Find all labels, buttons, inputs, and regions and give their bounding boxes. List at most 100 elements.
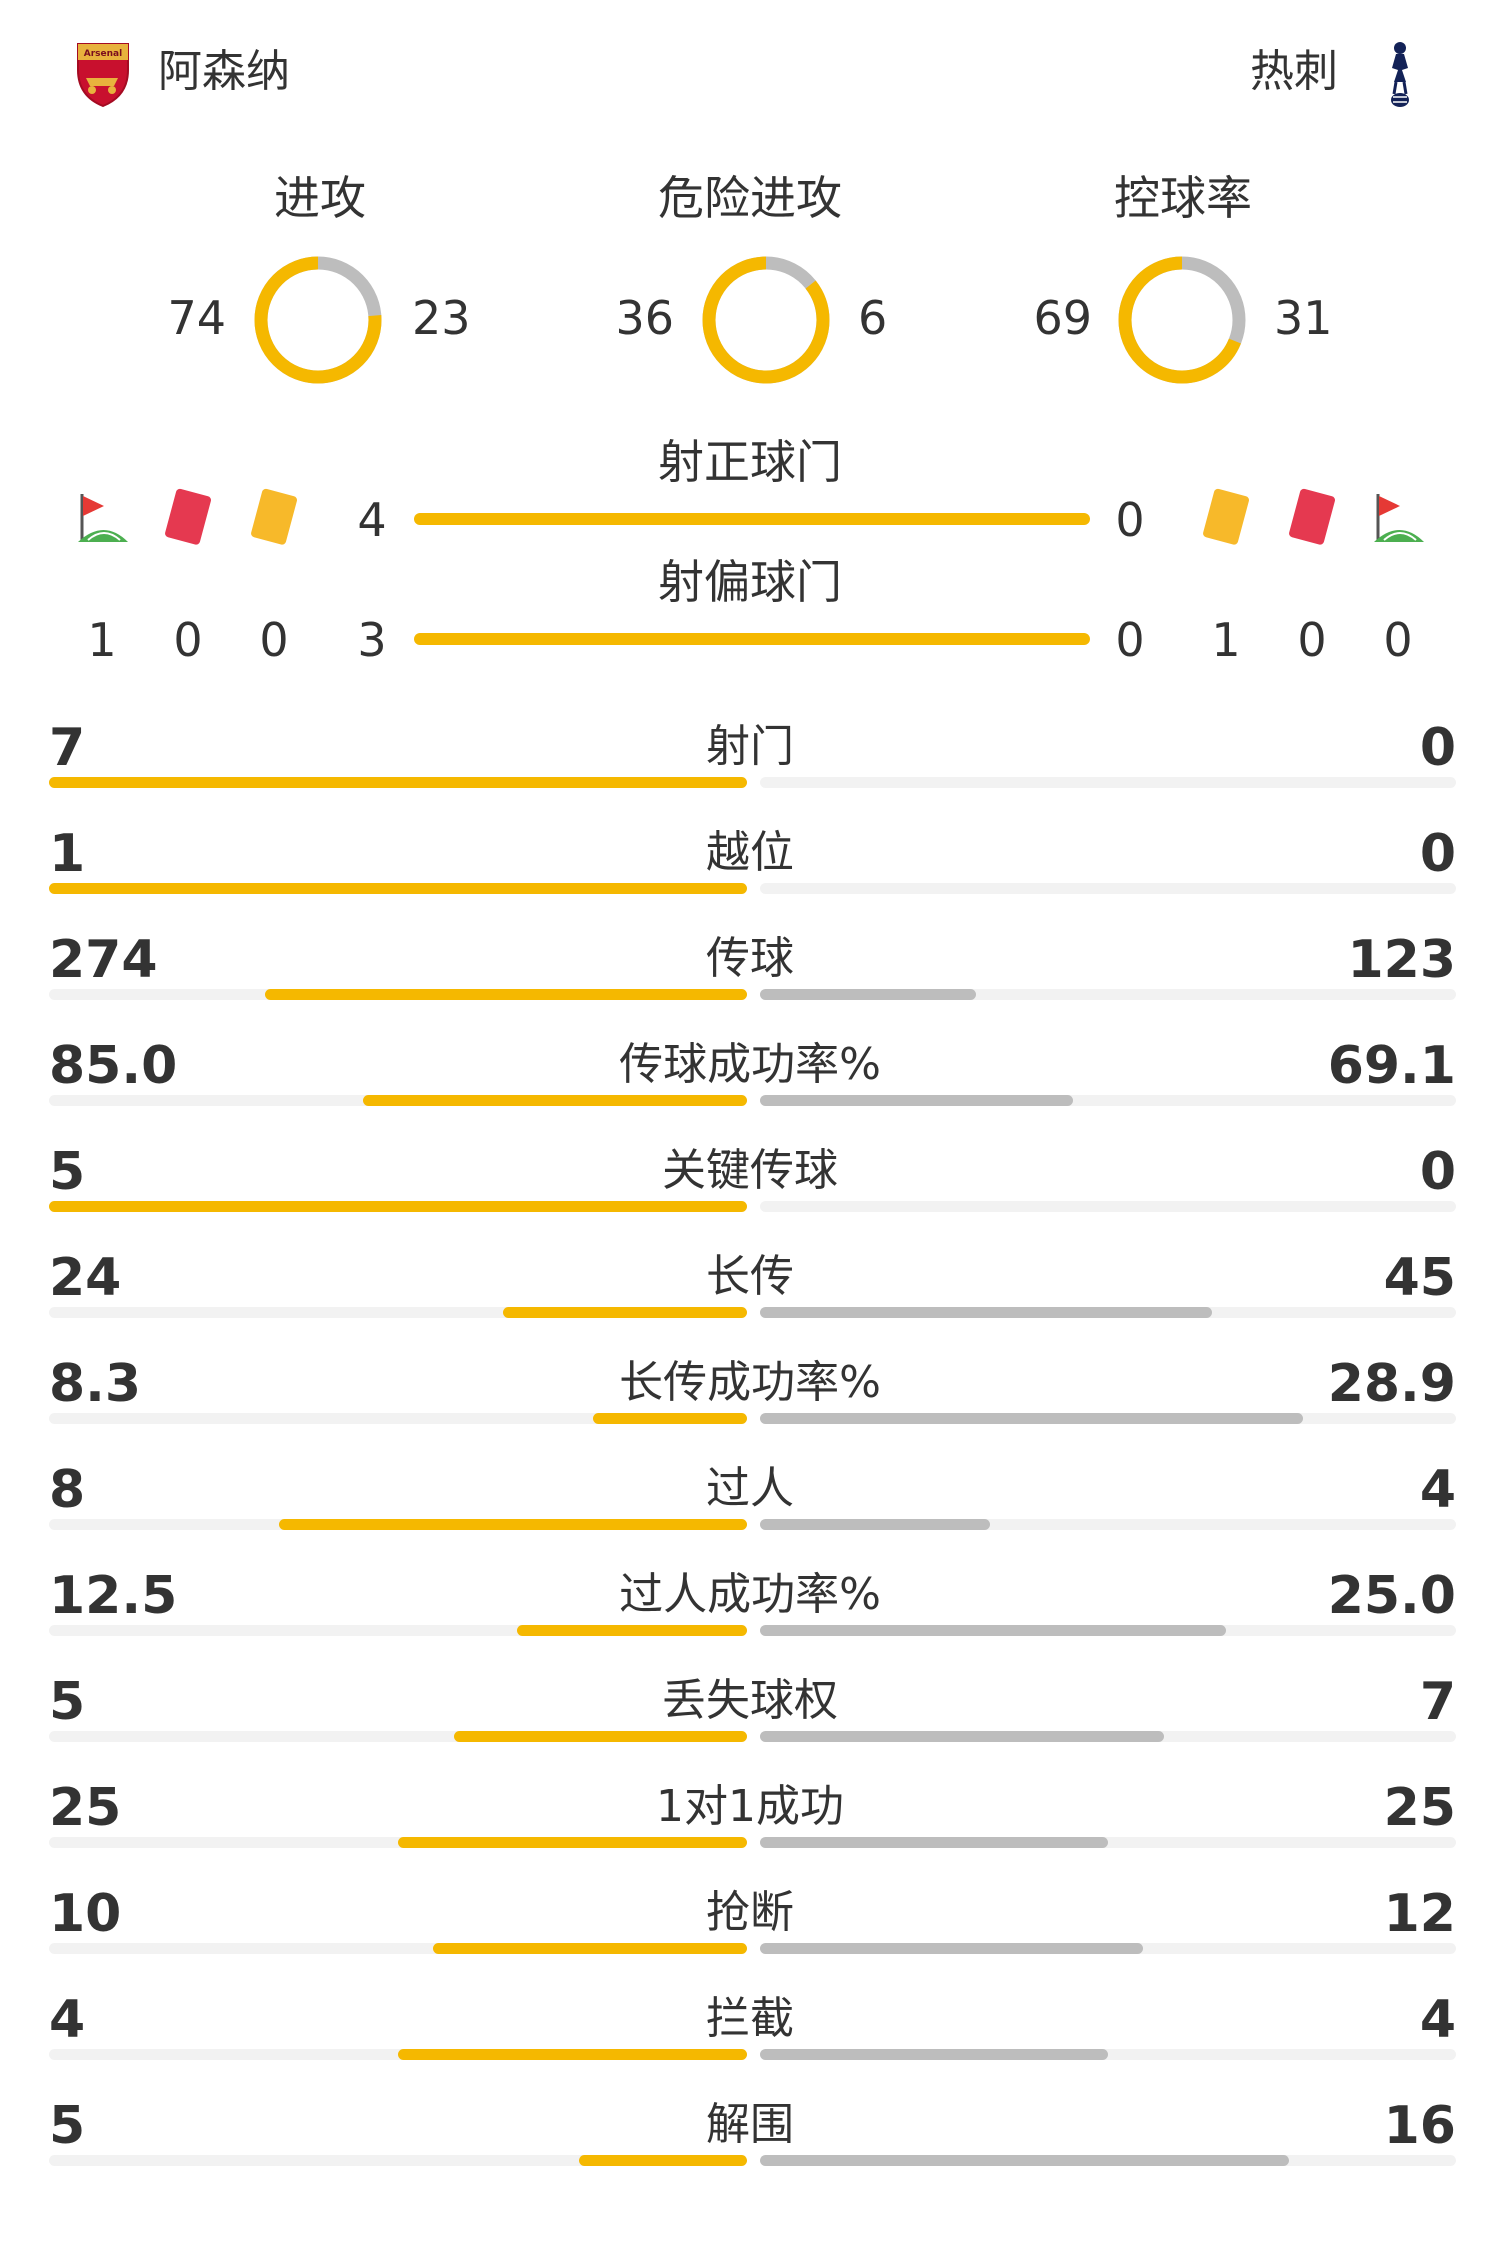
donut-title-possession: 控球率	[1114, 171, 1252, 225]
stat-away-bar	[760, 2155, 1289, 2166]
stat-home-bar	[49, 883, 747, 894]
shots-off-target-label: 射偏球门	[658, 555, 842, 609]
stat-away-value: 45	[1383, 1248, 1456, 1308]
red-card-icon	[165, 488, 211, 545]
stat-label: 关键传球	[662, 1145, 838, 1196]
stat-label: 传球	[706, 933, 794, 984]
stat-home-track	[49, 2155, 747, 2166]
stat-away-value: 0	[1419, 824, 1456, 884]
stat-away-bar	[760, 1519, 990, 1530]
stat-row-passes: 274 传球 123	[0, 916, 1500, 1022]
shots-on-target-bar	[414, 513, 1090, 525]
stat-row-dribble-success: 12.5 过人成功率% 25.0	[0, 1552, 1500, 1658]
stat-row-possession-lost: 5 丢失球权 7	[0, 1658, 1500, 1764]
stat-home-value: 10	[49, 1884, 122, 1944]
stat-home-track	[49, 1625, 747, 1636]
stat-away-bar	[760, 2049, 1108, 2060]
stat-away-value: 12	[1383, 1884, 1456, 1944]
stat-label: 越位	[706, 827, 794, 878]
stat-home-value: 1	[49, 824, 86, 884]
donut-home-value: 69	[1033, 291, 1092, 345]
red-card-icon	[1289, 488, 1335, 545]
stat-home-value: 24	[49, 1248, 122, 1308]
stat-row-clearances: 5 解围 16	[0, 2082, 1500, 2188]
stat-label: 过人成功率%	[619, 1569, 881, 1620]
stat-away-track	[760, 1413, 1456, 1424]
stat-away-value: 7	[1419, 1672, 1456, 1732]
stat-row-shots: 7 射门 0	[0, 704, 1500, 810]
donut-away-value: 23	[412, 291, 471, 345]
stat-label: 传球成功率%	[619, 1039, 881, 1090]
stat-away-track	[760, 2155, 1456, 2166]
donut-away-value: 31	[1274, 291, 1333, 345]
donut-home-segment	[1118, 256, 1246, 384]
stat-away-bar	[760, 1307, 1213, 1318]
stat-home-value: 274	[49, 930, 158, 990]
stat-away-track	[760, 777, 1456, 788]
stat-away-track	[760, 1625, 1456, 1636]
stat-home-bar	[398, 2049, 747, 2060]
stat-away-value: 28.9	[1327, 1354, 1456, 1414]
donut-title-attack: 进攻	[274, 171, 366, 225]
shots-off-target-home: 3	[357, 613, 387, 667]
stat-away-value: 16	[1383, 2096, 1456, 2156]
yellow-card-icon	[251, 488, 297, 545]
stat-home-value: 12.5	[49, 1566, 178, 1626]
yellow-card-icon	[1203, 488, 1249, 545]
donut-home-value: 36	[615, 291, 674, 345]
away-red-cards-count: 0	[1297, 613, 1327, 667]
stat-home-track	[49, 2049, 747, 2060]
stat-away-track	[760, 1519, 1456, 1530]
stat-away-value: 4	[1419, 1460, 1456, 1520]
stat-away-value: 69.1	[1327, 1036, 1456, 1096]
stat-home-bar	[516, 1625, 747, 1636]
stat-away-value: 123	[1347, 930, 1456, 990]
stat-away-value: 0	[1419, 1142, 1456, 1202]
away-yellow-cards-count: 1	[1211, 613, 1241, 667]
stat-home-track	[49, 989, 747, 1000]
stat-away-track	[760, 1943, 1456, 1954]
stat-home-value: 5	[49, 1142, 86, 1202]
stat-home-track	[49, 1519, 747, 1530]
stat-row-interceptions: 4 拦截 4	[0, 1976, 1500, 2082]
stat-label: 长传成功率%	[619, 1357, 881, 1408]
stat-home-value: 8	[49, 1460, 86, 1520]
shots-on-target-label: 射正球门	[658, 435, 842, 489]
stat-row-pass-accuracy: 85.0 传球成功率% 69.1	[0, 1022, 1500, 1128]
away-corners-count: 0	[1383, 613, 1413, 667]
stat-away-track	[760, 1307, 1456, 1318]
donut-title-dangerous-attack: 危险进攻	[658, 171, 842, 225]
stat-away-track	[760, 1095, 1456, 1106]
stat-away-track	[760, 989, 1456, 1000]
stat-home-value: 8.3	[49, 1354, 142, 1414]
stat-row-long-passes: 24 长传 45	[0, 1234, 1500, 1340]
stat-home-value: 5	[49, 1672, 86, 1732]
stat-home-track	[49, 1837, 747, 1848]
stat-away-track	[760, 883, 1456, 894]
stat-home-bar	[398, 1837, 747, 1848]
stat-home-bar	[593, 1413, 747, 1424]
stat-away-bar	[760, 1837, 1108, 1848]
stat-row-duels-won: 25 1对1成功 25	[0, 1764, 1500, 1870]
stat-row-offsides: 1 越位 0	[0, 810, 1500, 916]
donut-away-value: 6	[858, 291, 888, 345]
stat-home-value: 4	[49, 1990, 86, 2050]
stat-home-track	[49, 1095, 747, 1106]
stat-label: 丢失球权	[662, 1675, 838, 1726]
stat-home-track	[49, 1731, 747, 1742]
stat-away-bar	[760, 1943, 1143, 1954]
away-team-name: 热刺	[1250, 46, 1338, 97]
arsenal-crest-icon: Arsenal	[74, 40, 132, 112]
donut-chart-dangerous-attack	[702, 256, 830, 384]
stat-home-bar	[279, 1519, 747, 1530]
stat-home-bar	[49, 1201, 747, 1212]
stat-home-track	[49, 1943, 747, 1954]
stat-home-bar	[265, 989, 747, 1000]
stat-row-key-passes: 5 关键传球 0	[0, 1128, 1500, 1234]
stat-home-value: 85.0	[49, 1036, 178, 1096]
stat-label: 1对1成功	[656, 1781, 844, 1832]
stat-home-bar	[432, 1943, 747, 1954]
shots-off-target-bar	[414, 633, 1090, 645]
stat-away-bar	[760, 1413, 1303, 1424]
stat-label: 过人	[706, 1463, 794, 1514]
